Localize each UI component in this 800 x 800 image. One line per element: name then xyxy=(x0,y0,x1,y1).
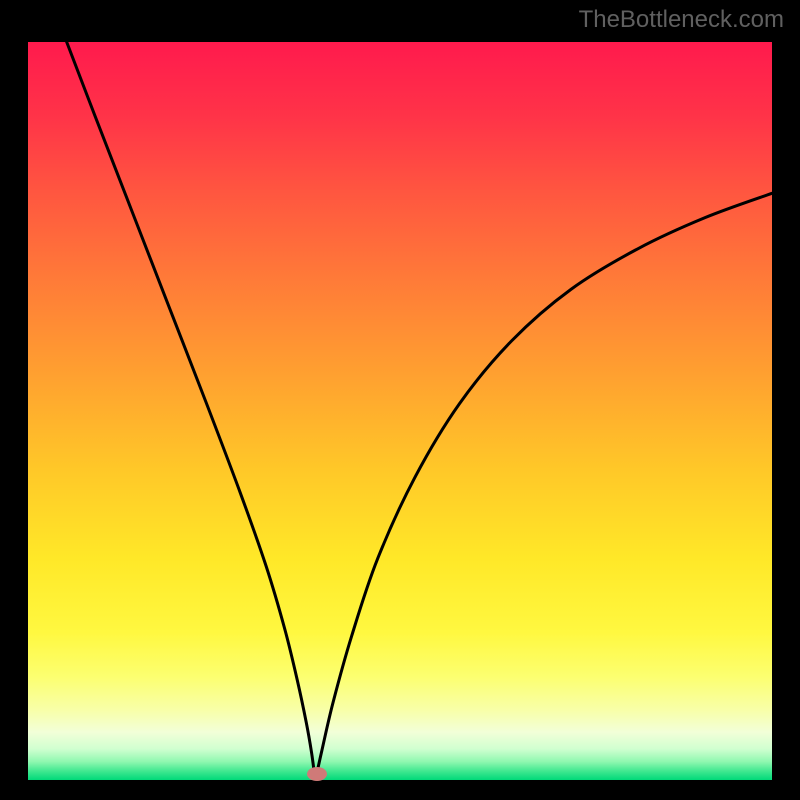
curve-path xyxy=(67,42,772,774)
chart-container: TheBottleneck.com xyxy=(0,0,800,800)
bottleneck-curve xyxy=(28,42,772,780)
watermark-text: TheBottleneck.com xyxy=(579,6,784,34)
plot-area xyxy=(28,42,772,780)
